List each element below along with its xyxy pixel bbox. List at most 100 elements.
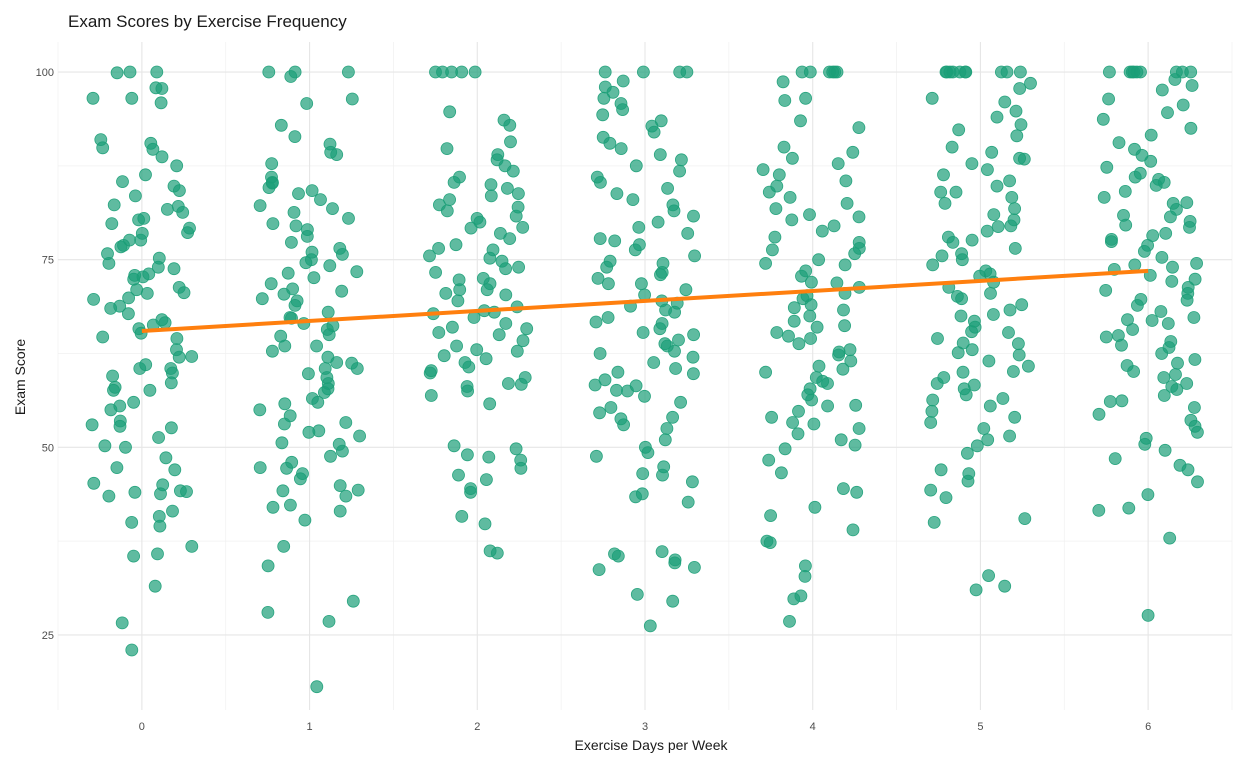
data-point bbox=[288, 130, 302, 144]
data-point bbox=[94, 133, 108, 147]
data-point bbox=[658, 337, 672, 351]
data-point bbox=[1161, 317, 1175, 330]
data-point bbox=[610, 187, 624, 201]
data-point bbox=[449, 238, 463, 252]
data-point bbox=[803, 309, 817, 323]
data-point bbox=[593, 406, 606, 420]
data-point bbox=[1154, 305, 1168, 318]
data-point bbox=[439, 286, 453, 300]
data-point bbox=[803, 65, 817, 79]
data-point bbox=[843, 343, 857, 357]
data-point bbox=[1141, 488, 1155, 502]
data-point bbox=[592, 563, 606, 576]
data-point bbox=[492, 328, 506, 342]
data-point bbox=[985, 145, 999, 159]
data-point bbox=[1002, 326, 1015, 339]
data-point bbox=[339, 416, 353, 429]
data-point bbox=[938, 196, 952, 210]
data-point bbox=[675, 153, 688, 167]
data-point bbox=[143, 383, 157, 397]
data-point bbox=[838, 258, 852, 272]
data-point bbox=[339, 489, 353, 503]
data-point bbox=[666, 594, 680, 608]
data-point bbox=[934, 463, 948, 477]
data-point bbox=[656, 256, 670, 270]
data-point bbox=[168, 463, 182, 477]
data-point bbox=[1184, 65, 1198, 79]
tick-labels: 0 1 2 3 4 5 6 25 50 75 100 bbox=[36, 67, 1152, 733]
data-point bbox=[1164, 335, 1178, 348]
data-point bbox=[603, 254, 617, 268]
x-tick-label: 0 bbox=[139, 721, 145, 733]
data-point bbox=[610, 383, 623, 397]
data-point bbox=[484, 189, 498, 203]
trend-line-group bbox=[141, 268, 1149, 333]
data-point bbox=[1134, 292, 1148, 306]
data-point bbox=[935, 249, 949, 263]
data-point bbox=[762, 453, 776, 467]
data-point bbox=[1024, 76, 1037, 90]
data-point bbox=[128, 189, 142, 203]
data-point bbox=[1013, 82, 1027, 95]
data-point bbox=[1017, 152, 1031, 166]
data-point bbox=[134, 233, 148, 247]
data-point bbox=[614, 412, 628, 426]
data-point bbox=[483, 251, 497, 265]
data-point bbox=[794, 589, 808, 603]
data-point bbox=[96, 330, 110, 344]
data-point bbox=[167, 262, 181, 276]
data-point bbox=[346, 594, 360, 608]
data-point bbox=[783, 190, 797, 204]
data-point bbox=[455, 510, 469, 523]
data-point bbox=[1185, 79, 1199, 92]
data-point bbox=[945, 140, 959, 154]
data-point bbox=[452, 468, 465, 482]
data-point bbox=[482, 450, 496, 464]
data-point bbox=[266, 217, 280, 231]
data-point bbox=[991, 220, 1005, 234]
data-point bbox=[333, 479, 347, 493]
data-point bbox=[289, 219, 303, 233]
data-point bbox=[130, 283, 144, 297]
data-point bbox=[170, 332, 184, 345]
data-point bbox=[265, 176, 279, 190]
data-point bbox=[110, 66, 124, 80]
data-point bbox=[1103, 395, 1117, 408]
data-point bbox=[635, 487, 649, 501]
data-point bbox=[1169, 368, 1182, 381]
data-point bbox=[633, 238, 646, 252]
data-point bbox=[115, 616, 129, 630]
data-point bbox=[255, 292, 269, 306]
data-point bbox=[172, 280, 186, 294]
data-point bbox=[647, 356, 661, 369]
data-point bbox=[299, 256, 313, 270]
data-point bbox=[1134, 65, 1147, 79]
data-point bbox=[1164, 210, 1177, 224]
data-point bbox=[756, 163, 770, 177]
data-point bbox=[280, 461, 294, 475]
data-point bbox=[981, 433, 995, 447]
data-point bbox=[768, 230, 782, 244]
data-point bbox=[657, 460, 671, 474]
data-point bbox=[290, 294, 304, 308]
data-point bbox=[786, 416, 799, 429]
data-point bbox=[125, 643, 139, 657]
data-point bbox=[852, 210, 866, 224]
data-point bbox=[596, 130, 610, 144]
data-point bbox=[831, 157, 845, 171]
data-point bbox=[154, 487, 167, 501]
data-point bbox=[816, 374, 830, 388]
data-point bbox=[925, 404, 939, 418]
data-point bbox=[432, 241, 446, 255]
data-point bbox=[87, 476, 101, 490]
data-point bbox=[1190, 256, 1203, 270]
data-point bbox=[151, 547, 164, 561]
data-point bbox=[185, 540, 199, 553]
x-tick-label: 4 bbox=[810, 721, 816, 733]
data-point bbox=[432, 198, 446, 212]
data-point bbox=[510, 344, 524, 358]
x-axis-title: Exercise Days per Week bbox=[574, 737, 728, 753]
data-point bbox=[776, 75, 790, 89]
data-point bbox=[283, 498, 297, 512]
